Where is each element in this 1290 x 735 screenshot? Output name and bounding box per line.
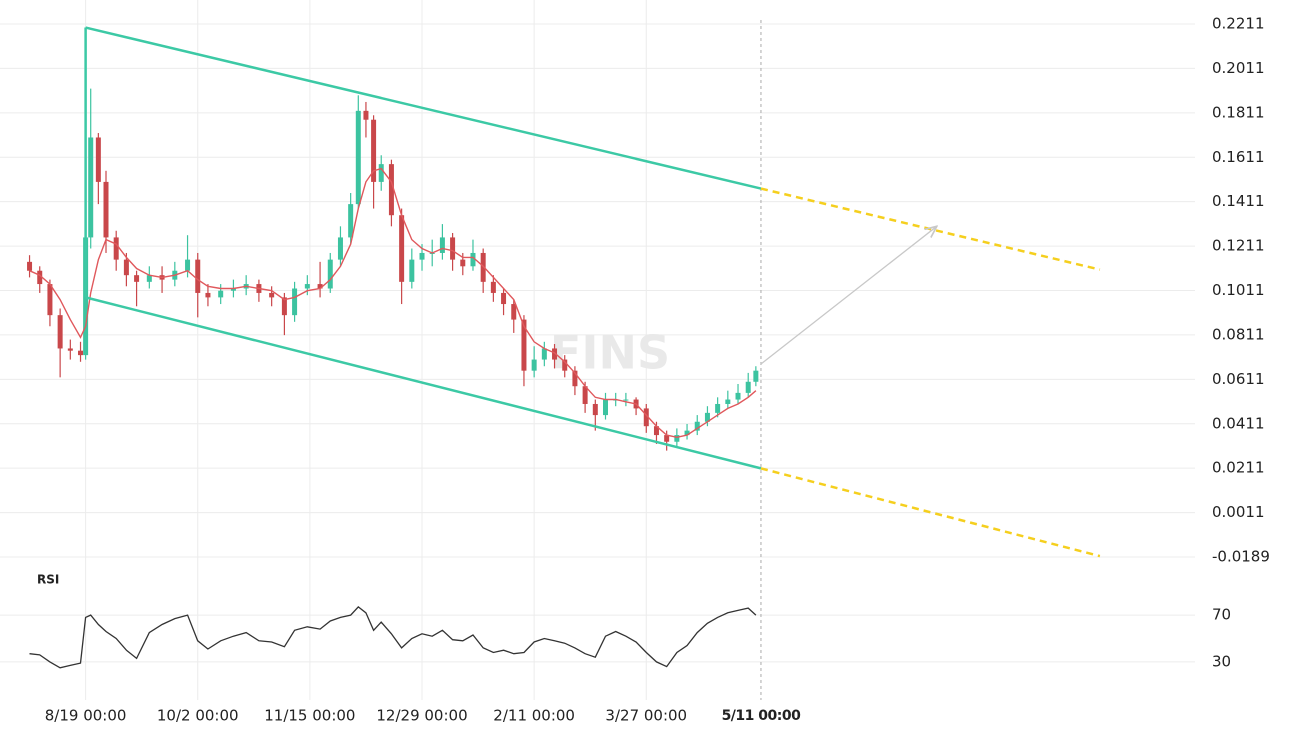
- candle-body: [623, 399, 629, 401]
- candle-body: [725, 399, 731, 404]
- candle-body: [378, 164, 384, 182]
- candle-body: [281, 297, 287, 316]
- candle-body: [230, 288, 236, 291]
- target-arrow: [760, 226, 937, 365]
- y-tick-label: 0.1411: [1212, 192, 1265, 210]
- x-tick-label: 8/19 00:00: [45, 707, 127, 725]
- candle-body: [552, 348, 558, 360]
- candle-body: [653, 426, 659, 436]
- x-tick-label: 2/11 00:00: [493, 707, 575, 725]
- candle-body: [134, 275, 140, 282]
- y-tick-label: -0.0189: [1212, 548, 1270, 566]
- candle-body: [123, 259, 129, 276]
- candle-body: [27, 261, 33, 271]
- candle-body: [470, 252, 476, 267]
- candle-body: [103, 181, 109, 238]
- watermark: FINS: [550, 326, 670, 380]
- candle-body: [753, 370, 759, 382]
- candle-body: [67, 348, 73, 351]
- candle-body: [47, 284, 53, 316]
- candle-body: [304, 284, 310, 289]
- y-tick-label: 0.2011: [1212, 59, 1265, 77]
- y-tick-label: 0.1811: [1212, 103, 1265, 121]
- candle-body: [674, 435, 680, 442]
- trend-line: [85, 26, 762, 190]
- rsi-tick-label: 30: [1212, 652, 1231, 670]
- y-tick-label: 0.1211: [1212, 237, 1265, 255]
- y-tick-label: 0.1011: [1212, 281, 1265, 299]
- candle-body: [269, 292, 275, 298]
- candle-body: [195, 259, 201, 293]
- candle-body: [419, 252, 425, 260]
- candle-body: [218, 290, 224, 298]
- candle-body: [562, 359, 568, 371]
- x-tick-label: 12/29 00:00: [376, 707, 467, 725]
- rsi-line: [29, 606, 757, 669]
- candle-body: [511, 304, 517, 320]
- candle-body: [317, 284, 323, 289]
- y-tick-label: 0.0411: [1212, 414, 1265, 432]
- candle-body: [292, 288, 298, 316]
- candle-body: [541, 348, 547, 360]
- candle-body: [592, 403, 598, 416]
- candle-body: [531, 359, 537, 371]
- candle-body: [337, 237, 343, 260]
- candle-body: [572, 370, 578, 387]
- rsi-label: RSI: [37, 573, 59, 587]
- y-tick-label: 0.0811: [1212, 325, 1265, 343]
- candle-body: [37, 270, 43, 285]
- y-tick-label: 0.0211: [1212, 459, 1265, 477]
- candle-body: [113, 237, 119, 260]
- y-tick-label: 0.2211: [1212, 15, 1265, 33]
- candle-body: [521, 319, 527, 371]
- candle-body: [582, 386, 588, 404]
- candle-body: [363, 110, 369, 120]
- candle-body: [735, 392, 741, 400]
- candle-body: [78, 350, 84, 356]
- candle-body: [480, 252, 486, 282]
- trend-line: [760, 187, 1101, 271]
- candle-body: [450, 237, 456, 260]
- candle-body: [684, 430, 690, 436]
- trend-line: [85, 296, 762, 470]
- candle-body: [205, 292, 211, 298]
- candle-body: [694, 421, 700, 431]
- candle-body: [348, 204, 354, 238]
- y-tick-label: 0.0011: [1212, 503, 1265, 521]
- candle-body: [745, 381, 751, 393]
- x-tick-label: 11/15 00:00: [264, 707, 355, 725]
- candle-body: [88, 137, 94, 238]
- trend-line: [760, 467, 1101, 558]
- candle-body: [399, 215, 405, 282]
- candle-body: [501, 292, 507, 305]
- y-tick-label: 0.1611: [1212, 148, 1265, 166]
- crosshair-label: 5/11 00:00: [722, 708, 802, 724]
- candle-body: [371, 119, 377, 182]
- candle-body: [664, 435, 670, 442]
- candle-body: [643, 408, 649, 427]
- candle-body: [57, 315, 63, 349]
- candle-body: [388, 164, 394, 216]
- candle-body: [704, 412, 710, 422]
- y-tick-label: 0.0611: [1212, 370, 1265, 388]
- rsi-tick-label: 70: [1212, 606, 1231, 624]
- x-tick-label: 10/2 00:00: [157, 707, 239, 725]
- candle-body: [146, 275, 152, 282]
- candle-body: [327, 259, 333, 289]
- candle-body: [185, 259, 191, 271]
- candle-body: [439, 237, 445, 253]
- moving-average: [29, 167, 757, 439]
- candle-body: [603, 399, 609, 416]
- x-tick-label: 3/27 00:00: [605, 707, 687, 725]
- candle-body: [490, 281, 496, 293]
- candle-body: [409, 259, 415, 282]
- candle-body: [95, 137, 101, 182]
- candle-body: [715, 403, 721, 413]
- candle-body: [355, 110, 361, 205]
- candle-body: [460, 259, 466, 267]
